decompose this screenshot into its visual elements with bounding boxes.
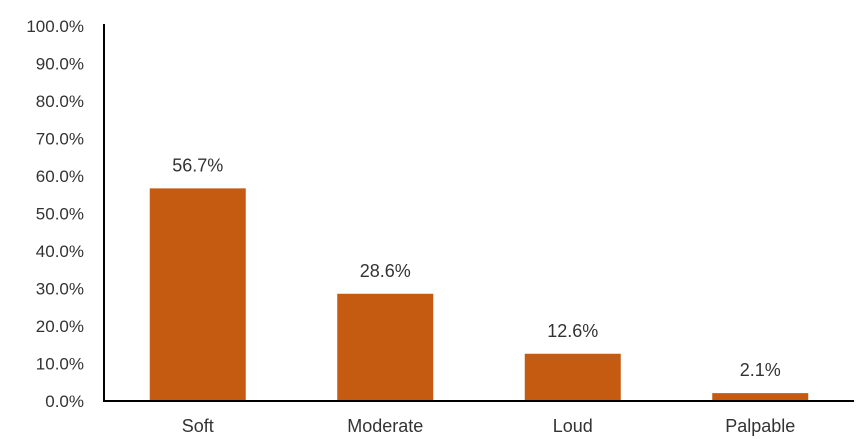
y-tick-label: 90.0% (36, 55, 84, 74)
bar-palpable (712, 393, 809, 401)
x-tick-label: Palpable (725, 416, 795, 436)
x-tick-label: Moderate (347, 416, 423, 436)
y-tick-label: 40.0% (36, 242, 84, 261)
y-tick-label: 0.0% (45, 392, 84, 411)
bars (149, 188, 809, 401)
y-tick-label: 10.0% (36, 355, 84, 374)
x-axis-categories: Soft Moderate Loud Palpable (182, 416, 796, 436)
data-label: 56.7% (172, 155, 223, 175)
data-labels: 56.7% 28.6% 12.6% 2.1% (172, 155, 781, 380)
data-label: 2.1% (740, 360, 781, 380)
y-tick-label: 70.0% (36, 130, 84, 149)
data-label: 28.6% (360, 261, 411, 281)
x-tick-label: Soft (182, 416, 214, 436)
y-tick-label: 100.0% (26, 17, 84, 36)
y-tick-label: 20.0% (36, 317, 84, 336)
y-axis-ticks: 0.0% 10.0% 20.0% 30.0% 40.0% 50.0% 60.0% 70.0% 8… (26, 17, 84, 411)
y-tick-label: 50.0% (36, 205, 84, 224)
y-tick-label: 30.0% (36, 280, 84, 299)
bar-loud (524, 353, 621, 401)
data-label: 12.6% (547, 321, 598, 341)
y-tick-label: 80.0% (36, 92, 84, 111)
bar-moderate (337, 293, 434, 401)
bar-soft (149, 188, 246, 401)
y-tick-label: 60.0% (36, 167, 84, 186)
x-tick-label: Loud (553, 416, 593, 436)
